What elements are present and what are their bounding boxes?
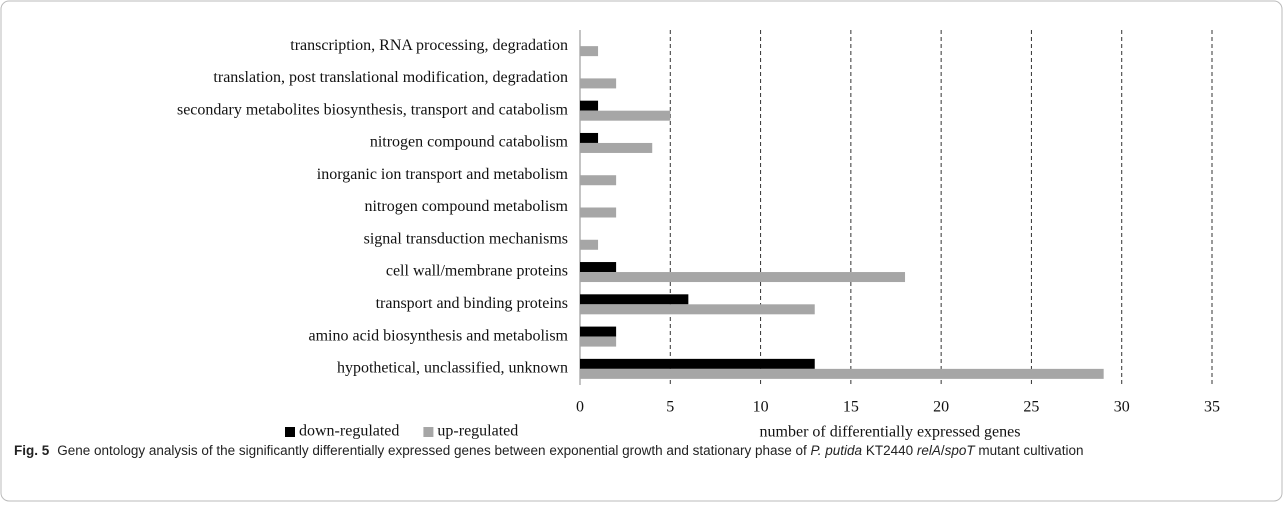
y-tick-label: translation, post translational modifica… [213,69,568,86]
caption-italic: spoT [944,443,975,458]
caption-italic: relA [916,443,941,458]
x-tick-label: 25 [1023,399,1039,416]
caption-text: / [940,443,945,458]
bar [580,368,1104,379]
x-tick-label: 35 [1204,399,1220,416]
legend-swatch [285,427,295,437]
bar [580,132,599,143]
caption: Fig. 5 Gene ontology analysis of the sign… [14,440,1264,461]
x-tick-label: 5 [666,399,674,416]
x-tick-label: 10 [753,399,769,416]
y-tick-label: secondary metabolites biosynthesis, tran… [177,101,569,118]
bar [580,207,617,218]
y-tick-label: amino acid biosynthesis and metabolism [308,327,568,344]
legend-label: down-regulated [299,423,399,440]
bar [580,239,599,250]
bar [580,100,599,111]
bar [580,175,617,186]
caption-italic: P. putida [810,443,863,458]
bar [580,78,617,89]
x-tick-label: 30 [1114,399,1130,416]
y-tick-label: cell wall/membrane proteins [386,263,568,280]
legend-swatch [423,427,434,437]
bar [580,304,815,315]
y-tick-label: nitrogen compound metabolism [364,198,568,215]
y-tick-label: nitrogen compound catabolism [370,134,569,151]
y-tick-label: hypothetical, unclassified, unknown [337,360,568,377]
x-tick-label: 20 [933,399,949,416]
x-tick-label: 15 [843,399,859,416]
bar [580,110,671,121]
bar [580,326,617,337]
bar [580,272,906,283]
y-tick-label: transport and binding proteins [376,295,568,312]
bar [580,46,599,57]
bar [580,336,617,347]
bar [580,358,815,369]
bar [580,294,689,305]
bar [580,262,617,273]
bar [580,142,653,153]
caption-text: mutant cultivation [974,443,1084,458]
legend-label: up-regulated [437,423,518,440]
caption-text: KT2440 [862,443,917,458]
x-tick-label: 0 [576,399,584,416]
y-tick-label: inorganic ion transport and metabolism [317,166,569,183]
x-axis-label: number of differentially expressed genes [760,424,1021,441]
caption-label: Fig. 5 [14,443,50,458]
y-tick-label: signal transduction mechanisms [364,230,568,247]
caption-text: Gene ontology analysis of the significan… [57,443,811,458]
y-tick-label: transcription, RNA processing, degradati… [290,37,568,54]
